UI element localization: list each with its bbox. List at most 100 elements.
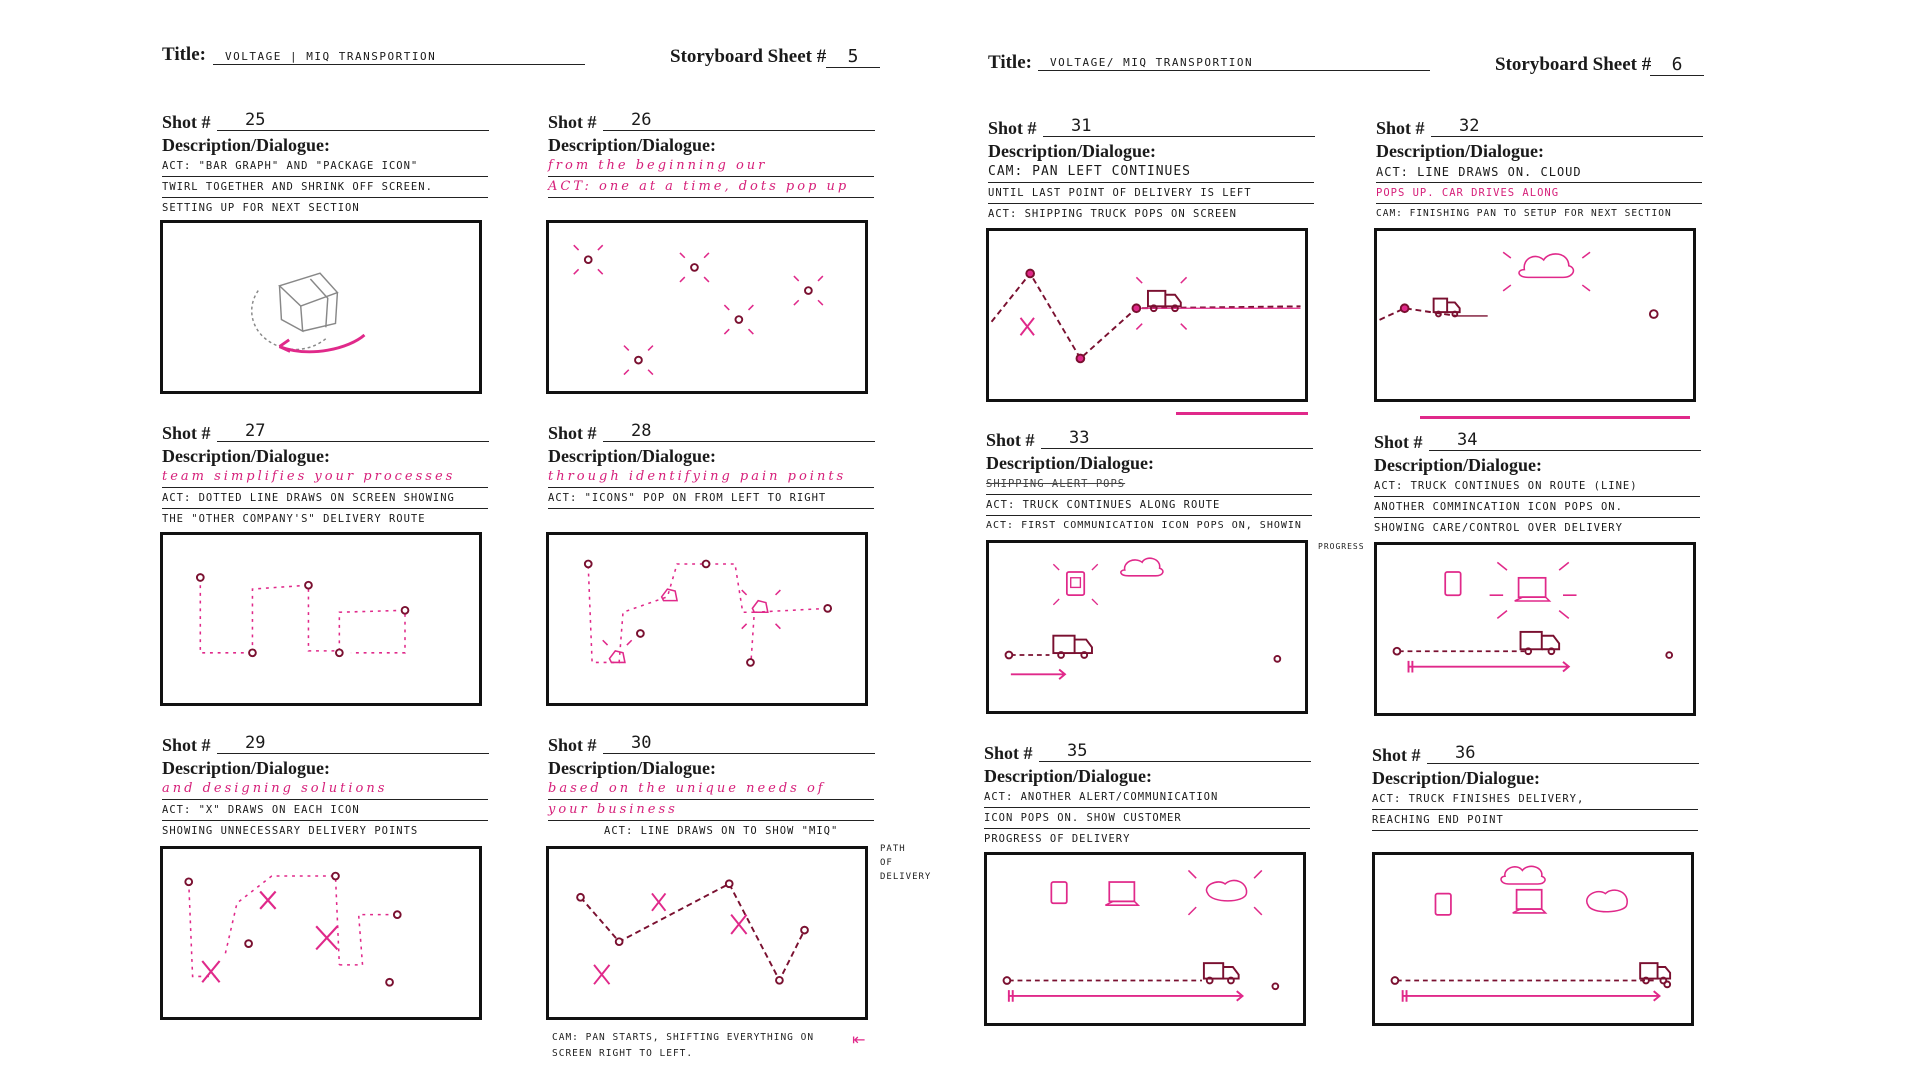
description-label: Description/Dialogue:: [162, 446, 330, 466]
description-label: Description/Dialogue:: [988, 141, 1156, 161]
shot-label: Shot #: [162, 423, 211, 443]
pan-progress-arrow-icon: [1420, 416, 1690, 419]
shot-number: 35: [1039, 741, 1311, 762]
sheet-title-value: VOLTAGE | MIQ TRANSPORTION: [213, 50, 585, 65]
truck-pops-sketch: [990, 268, 1301, 364]
shot-number: 36: [1427, 743, 1699, 764]
description-line: TWIRL TOGETHER AND SHRINK OFF SCREEN.: [162, 177, 488, 198]
description-label: Description/Dialogue:: [548, 446, 716, 466]
first-communication-sketch: [1004, 557, 1282, 680]
description-line: ACT: DOTTED LINE DRAWS ON SCREEN SHOWING: [162, 488, 488, 509]
description-label: Description/Dialogue:: [984, 766, 1152, 786]
description-line: team simplifies your processes: [162, 467, 488, 488]
sheet-title-label: Title:: [162, 44, 206, 65]
shot-label: Shot #: [548, 112, 597, 132]
shot-frame: [546, 220, 868, 394]
description-line: ACT: TRUCK FINISHES DELIVERY,: [1372, 789, 1698, 810]
description-line: UNTIL LAST POINT OF DELIVERY IS LEFT: [988, 183, 1314, 204]
struck-text: SHIPPING ALERT POPS: [986, 478, 1126, 490]
description-label: Description/Dialogue:: [162, 135, 330, 155]
shot-label: Shot #: [988, 118, 1037, 138]
shot-panel: Shot # 32 Description/Dialogue: ACT: LINE…: [1376, 116, 1711, 224]
shot-number: 34: [1429, 430, 1701, 451]
shot-label: Shot #: [984, 743, 1033, 763]
dots-pop-sketch: [573, 244, 824, 376]
shot-label: Shot #: [548, 735, 597, 755]
camera-note-line: SCREEN RIGHT TO LEFT.: [552, 1048, 694, 1059]
sheet-number-value: 5: [826, 46, 880, 68]
description-line: ACT: TRUCK CONTINUES ALONG ROUTE: [986, 495, 1312, 516]
description-label: Description/Dialogue:: [1374, 455, 1542, 475]
shot-number: 30: [603, 733, 875, 754]
shot-panel: Shot # 28 Description/Dialogue: through i…: [548, 421, 883, 509]
shot-label: Shot #: [1376, 118, 1425, 138]
shot-label: Shot #: [1374, 432, 1423, 452]
shot-label: Shot #: [162, 112, 211, 132]
description-line: ACT: LINE DRAWS ON TO SHOW "MIQ": [604, 825, 839, 837]
description-line: REACHING END POINT: [1372, 810, 1698, 831]
description-line: ACT: "X" DRAWS ON EACH ICON: [162, 800, 488, 821]
shot-frame: [160, 220, 482, 394]
sheet-title-value: VOLTAGE/ MIQ TRANSPORTION: [1038, 56, 1430, 71]
sheet-number-label: Storyboard Sheet #: [1495, 54, 1652, 75]
description-line: ACT: "ICONS" POP ON FROM LEFT TO RIGHT: [548, 488, 874, 509]
description-label: Description/Dialogue:: [986, 453, 1154, 473]
side-note: PATH OF DELIVERY: [880, 842, 931, 884]
shot-number: 28: [603, 421, 875, 442]
shot-frame: [984, 852, 1306, 1026]
description-line: and designing solutions: [162, 779, 488, 800]
description-line: SETTING UP FOR NEXT SECTION: [162, 202, 360, 214]
side-note: PROGRESS: [1318, 540, 1365, 554]
shot-panel: Shot # 36 Description/Dialogue: ACT: TRUC…: [1372, 743, 1707, 831]
shot-label: Shot #: [1372, 745, 1421, 765]
shot-panel: Shot # 34 Description/Dialogue: ACT: TRUC…: [1374, 430, 1709, 538]
shot-number: 26: [603, 110, 875, 131]
storyboard-sheet-5: Title: VOLTAGE | MIQ TRANSPORTION Storyb…: [160, 44, 931, 1062]
shot-frame: [1374, 228, 1696, 402]
pan-progress-arrow-icon: [1176, 412, 1308, 415]
shot-frame: [546, 846, 868, 1020]
description-line: POPS UP. CAR DRIVES ALONG: [1376, 183, 1702, 204]
line-cloud-truck-sketch: [1379, 251, 1659, 321]
side-note-line: DELIVERY: [880, 872, 932, 882]
shot-frame: [160, 532, 482, 706]
description-label: Description/Dialogue:: [548, 135, 716, 155]
description-line: CAM: PAN LEFT CONTINUES: [988, 162, 1314, 183]
shot-panel: Shot # 30 Description/Dialogue: based on …: [548, 733, 883, 841]
shot-label: Shot #: [162, 735, 211, 755]
package-twirl-sketch: [251, 272, 366, 354]
shot-frame: [1374, 542, 1696, 716]
miq-path-sketch: [576, 879, 809, 985]
camera-note-line: CAM: PAN STARTS, SHIFTING EVERYTHING ON: [552, 1032, 815, 1043]
dotted-route-sketch: [195, 573, 410, 658]
shot-panel: Shot # 31 Description/Dialogue: CAM: PAN …: [988, 116, 1323, 224]
shot-frame: [986, 540, 1308, 714]
description-label: Description/Dialogue:: [1372, 768, 1540, 788]
camera-note: CAM: PAN STARTS, SHIFTING EVERYTHING ON …: [552, 1030, 814, 1062]
shot-panel: Shot # 29 Description/Dialogue: and desig…: [162, 733, 497, 841]
shot-label: Shot #: [548, 423, 597, 443]
description-line: THE "OTHER COMPANY'S" DELIVERY ROUTE: [162, 513, 426, 525]
shot-number: 27: [217, 421, 489, 442]
description-label: Description/Dialogue:: [1376, 141, 1544, 161]
sheet-title-label: Title:: [988, 52, 1032, 73]
description-line: ACT: TRUCK CONTINUES ON ROUTE (LINE): [1374, 476, 1700, 497]
shot-panel: Shot # 33 Description/Dialogue: SHIPPING …: [986, 428, 1321, 536]
description-line: PROGRESS OF DELIVERY: [984, 833, 1131, 845]
shot-panel: Shot # 25 Description/Dialogue: ACT: "BAR…: [162, 110, 497, 218]
shot-number: 33: [1041, 428, 1313, 449]
sheet-number-label: Storyboard Sheet #: [670, 46, 827, 67]
delivery-complete-sketch: [1390, 865, 1672, 1002]
description-line: SHOWING UNNECESSARY DELIVERY POINTS: [162, 825, 419, 837]
x-icons-sketch: [184, 871, 402, 987]
sheet-number-value: 6: [1650, 54, 1704, 76]
shot-panel: Shot # 27 Description/Dialogue: team simp…: [162, 421, 497, 529]
third-communication-sketch: [1002, 869, 1280, 1002]
description-line: ANOTHER COMMINCATION ICON POPS ON.: [1374, 497, 1700, 518]
shot-label: Shot #: [986, 430, 1035, 450]
description-line: ICON POPS ON. SHOW CUSTOMER: [984, 808, 1310, 829]
shot-number: 32: [1431, 116, 1703, 137]
shot-number: 25: [217, 110, 489, 131]
shot-frame: [1372, 852, 1694, 1026]
icons-pop-sketch: [583, 559, 833, 671]
